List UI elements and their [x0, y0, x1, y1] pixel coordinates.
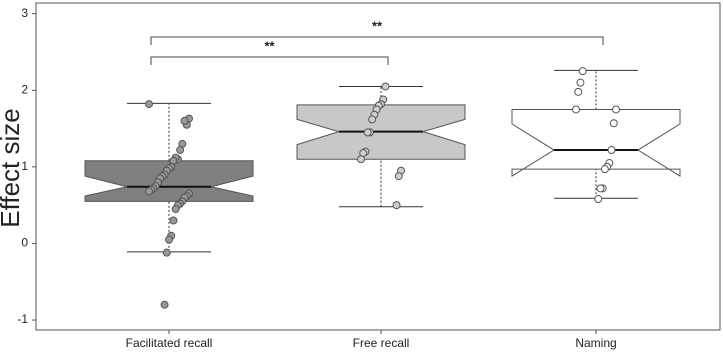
box [511, 108, 681, 177]
data-point [363, 128, 372, 137]
significance-label: ** [372, 18, 383, 33]
data-point [357, 155, 365, 164]
data-point [180, 116, 189, 125]
y-tick-label: -1 [17, 312, 28, 326]
data-point [600, 165, 609, 174]
data-point [368, 115, 377, 124]
significance-bracket [150, 36, 604, 45]
y-tick-label: 1 [21, 159, 28, 173]
y-axis-label: Effect size [0, 108, 25, 227]
data-point [578, 67, 587, 76]
data-point [171, 205, 180, 214]
data-point [574, 87, 583, 96]
data-point [594, 195, 603, 204]
data-point [162, 248, 171, 257]
y-tick-label: 2 [21, 82, 28, 96]
data-point [609, 119, 618, 128]
data-point [392, 201, 401, 210]
y-tick-label: 3 [21, 6, 28, 20]
significance-label: ** [264, 38, 275, 53]
data-point [381, 82, 390, 91]
data-point [145, 187, 153, 196]
x-tick-label: Naming [575, 336, 616, 350]
data-point [394, 172, 403, 181]
data-point [160, 300, 169, 309]
data-point [596, 184, 605, 193]
y-tick-label: 0 [21, 236, 28, 250]
data-point [607, 146, 616, 155]
significance-bracket [150, 56, 389, 65]
x-tick-label: Free recall [353, 336, 410, 350]
box [84, 160, 254, 202]
data-point [145, 100, 153, 109]
data-point [165, 235, 173, 244]
data-point [612, 105, 620, 114]
data-point [176, 146, 185, 155]
data-point [576, 78, 585, 87]
data-point [572, 105, 580, 114]
x-tick-label: Facilitated recall [126, 336, 213, 350]
data-point [169, 216, 178, 225]
